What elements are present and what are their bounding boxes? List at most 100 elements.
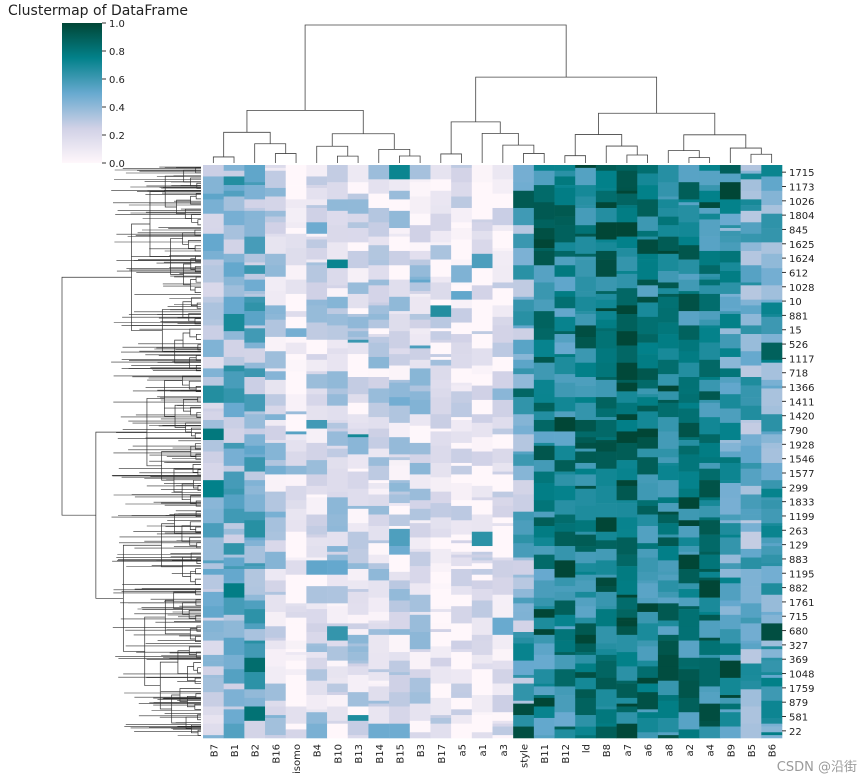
dendrogram-link <box>191 427 201 437</box>
heatmap-cell <box>513 465 535 481</box>
heatmap-cell <box>657 511 679 515</box>
heatmap-cell <box>389 405 411 424</box>
heatmap-cell <box>389 199 411 212</box>
heatmap-cell <box>699 279 721 286</box>
heatmap-cell <box>575 534 597 547</box>
row-label: 526 <box>789 340 808 351</box>
heatmap-cell <box>575 325 597 338</box>
heatmap-cell <box>678 259 700 275</box>
heatmap-cell <box>347 242 369 252</box>
heatmap-cell <box>595 187 617 192</box>
heatmap-cell <box>740 305 762 315</box>
heatmap-cell <box>327 640 349 647</box>
heatmap-cell <box>471 239 493 255</box>
heatmap-cell <box>265 236 287 255</box>
heatmap-cell <box>430 632 452 647</box>
heatmap-cell <box>451 342 473 355</box>
heatmap-cell <box>306 560 328 575</box>
heatmap-cell <box>203 282 224 298</box>
heatmap-cell <box>554 577 576 587</box>
heatmap-cell <box>533 686 555 696</box>
dendrogram-link <box>182 375 201 386</box>
heatmap-cell <box>430 563 452 573</box>
heatmap-cell <box>719 534 741 538</box>
row-label: 327 <box>789 641 808 652</box>
heatmap-cell <box>285 305 307 312</box>
heatmap-cell <box>327 606 349 610</box>
heatmap-cell <box>244 291 266 295</box>
heatmap-cell <box>430 646 452 659</box>
heatmap-cell <box>678 222 700 237</box>
column-label: B5 <box>747 744 758 757</box>
heatmap-cell <box>223 723 245 739</box>
heatmap-cell <box>554 308 576 318</box>
heatmap-cell <box>616 205 638 209</box>
heatmap-cell <box>678 666 700 670</box>
heatmap-cell <box>595 397 617 409</box>
heatmap-cell <box>203 620 224 633</box>
heatmap-cell <box>327 268 349 286</box>
heatmap-cell <box>492 712 514 722</box>
heatmap-cell <box>285 557 307 561</box>
heatmap-cell <box>471 285 493 300</box>
dendrogram-link <box>197 667 201 674</box>
heatmap-cell <box>409 520 431 524</box>
heatmap-cell <box>575 462 597 469</box>
heatmap-cell <box>575 291 597 298</box>
dendrogram-link <box>149 191 171 257</box>
heatmap-cell <box>285 640 307 650</box>
heatmap-cell <box>244 689 266 699</box>
heatmap-cell <box>616 566 638 581</box>
heatmap-cell <box>740 531 762 550</box>
heatmap-cell <box>244 394 266 412</box>
heatmap-cell <box>471 563 493 570</box>
heatmap-cell <box>223 417 245 429</box>
heatmap-cell <box>554 654 576 670</box>
heatmap-cell <box>595 591 617 607</box>
heatmap-cell <box>761 566 783 584</box>
heatmap-cell <box>471 385 493 401</box>
heatmap-cell <box>554 514 576 524</box>
heatmap-cell <box>389 250 411 266</box>
heatmap-cell <box>595 325 617 329</box>
heatmap-cell <box>285 603 307 607</box>
heatmap-cell <box>347 331 369 338</box>
heatmap-cell <box>409 425 431 444</box>
heatmap-cell <box>492 577 514 596</box>
heatmap-cell <box>554 474 576 487</box>
heatmap-cell <box>306 657 328 670</box>
heatmap-cell <box>244 643 266 659</box>
heatmap-cell <box>244 236 266 255</box>
heatmap-cell <box>244 210 266 220</box>
heatmap-cell <box>347 523 369 533</box>
heatmap-cell <box>492 540 514 558</box>
heatmap-cell <box>699 293 721 312</box>
heatmap-cell <box>575 485 597 490</box>
heatmap-cell <box>595 643 617 650</box>
heatmap-cell <box>740 377 762 386</box>
heatmap-cell <box>327 199 349 212</box>
heatmap-cell <box>657 334 679 349</box>
heatmap-cell <box>389 525 411 530</box>
heatmap-cell <box>575 437 597 444</box>
heatmap-cell <box>347 720 369 736</box>
heatmap-cell <box>471 474 493 487</box>
heatmap-cell <box>554 334 576 343</box>
heatmap-cell <box>471 334 493 349</box>
heatmap-cell <box>678 273 700 280</box>
heatmap-cell <box>471 313 493 318</box>
heatmap-cell <box>657 296 679 309</box>
heatmap-cell <box>657 735 679 739</box>
heatmap-cell <box>761 302 783 315</box>
dendrogram-link <box>194 578 201 585</box>
heatmap-cell <box>451 334 473 343</box>
heatmap-cell <box>554 216 576 226</box>
heatmap-cell <box>389 233 411 237</box>
heatmap-cell <box>471 500 493 515</box>
heatmap-cell <box>306 442 328 461</box>
dendrogram-link <box>144 616 166 686</box>
heatmap-cell <box>492 525 514 535</box>
heatmap-cell <box>306 354 328 361</box>
heatmap-cell <box>223 253 245 263</box>
heatmap-cell <box>244 594 266 601</box>
